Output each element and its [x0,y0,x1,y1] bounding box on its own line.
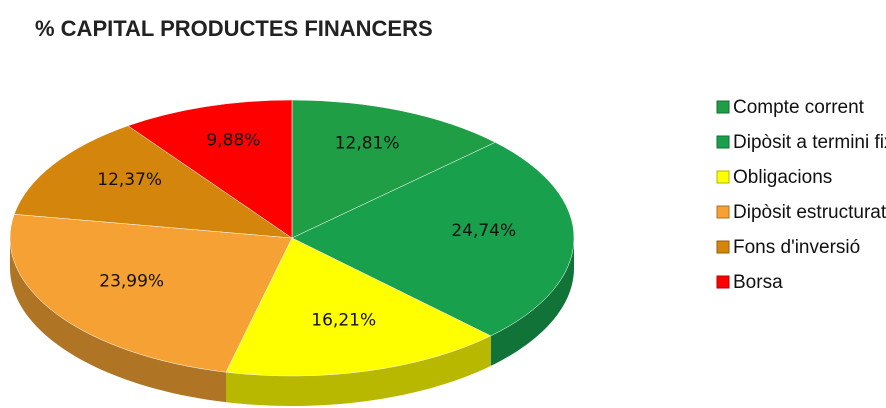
chart-title: % CAPITAL PRODUCTES FINANCERS [35,16,433,41]
data-label: 23,99% [99,271,164,291]
legend-swatch [716,205,730,219]
legend-label: Borsa [733,272,783,293]
slice-side [10,238,226,403]
slice [127,99,293,239]
legend-label: Obligacions [733,167,832,188]
legend-label: Compte corrent [733,97,865,118]
slice [13,125,293,239]
slice-side [490,238,574,366]
slice [291,99,496,239]
legend-swatch [716,240,730,254]
data-label: 16,21% [311,310,376,330]
data-label: 12,37% [97,170,162,190]
slice [291,142,575,337]
slice-side [225,335,491,406]
legend-label: Fons d'inversió [733,237,860,258]
legend-label: Dipòsit a termini fix [733,132,886,153]
legend-label: Dipòsit estructurat [733,202,886,223]
data-label: 12,81% [335,134,400,154]
slice [9,214,293,373]
legend-swatch [716,275,730,289]
legend-swatch [716,135,730,149]
legend-swatch [716,170,730,184]
slice [225,237,492,377]
data-label: 24,74% [451,221,516,241]
data-label: 9,88% [206,131,260,151]
legend-swatch [716,100,730,114]
